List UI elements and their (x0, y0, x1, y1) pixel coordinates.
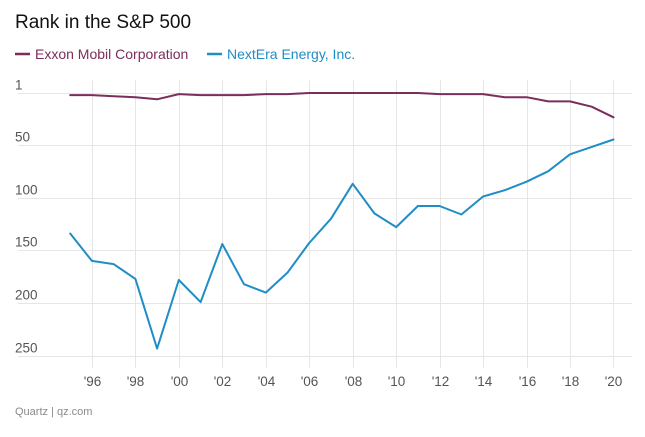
chart-title: Rank in the S&P 500 (15, 12, 191, 33)
x-tick-label: '10 (388, 374, 406, 389)
y-tick-label: 1 (15, 78, 23, 93)
x-tick-label: '98 (127, 374, 145, 389)
x-tick-label: '12 (432, 374, 450, 389)
x-tick-label: '08 (345, 374, 363, 389)
x-tick-label: '96 (84, 374, 102, 389)
x-tick-label: '20 (605, 374, 623, 389)
legend-label-nextera: NextEra Energy, Inc. (227, 46, 355, 62)
source-credit: Quartz | qz.com (15, 406, 92, 418)
x-tick-label: '06 (301, 374, 319, 389)
legend-label-exxon: Exxon Mobil Corporation (35, 46, 188, 62)
y-tick-label: 50 (15, 130, 30, 145)
legend: Exxon Mobil Corporation NextEra Energy, … (15, 46, 355, 62)
series-lines (69, 92, 615, 350)
series-line-nextera (69, 138, 615, 350)
x-tick-label: '02 (214, 374, 232, 389)
y-tick-label: 200 (15, 288, 38, 303)
y-tick-label: 100 (15, 183, 38, 198)
y-tick-label: 150 (15, 235, 38, 250)
x-axis-ticks: '96 '98 '00 '02 '04 '06 '08 '10 '12 '14 '16 '18 '20 (84, 374, 623, 389)
x-tick-label: '00 (171, 374, 189, 389)
x-tick-label: '18 (562, 374, 580, 389)
x-tick-label: '04 (258, 374, 276, 389)
x-tick-label: '14 (475, 374, 493, 389)
gridlines (18, 80, 632, 368)
x-tick-label: '16 (519, 374, 537, 389)
y-tick-label: 250 (15, 341, 38, 356)
series-line-exxon (69, 92, 615, 119)
